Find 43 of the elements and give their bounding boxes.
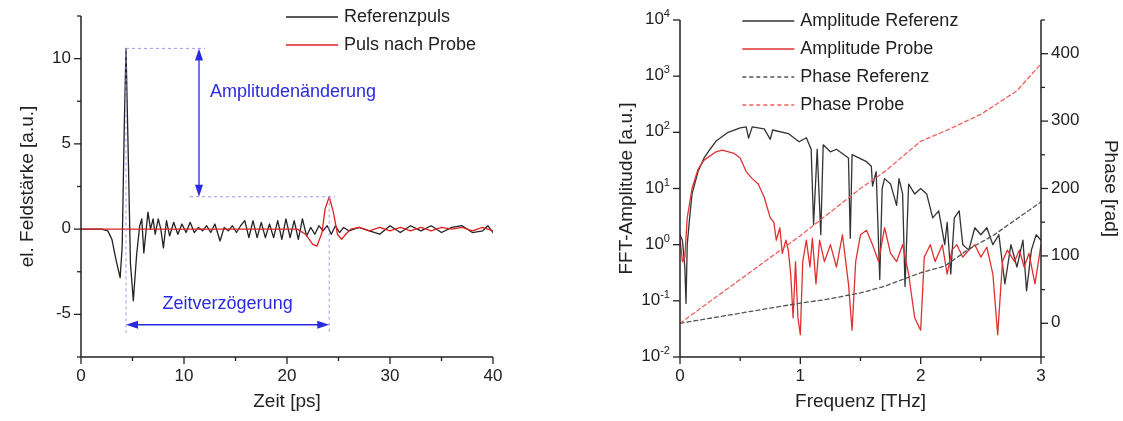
annotation: Zeitverzögerung [162, 293, 293, 314]
x-tick-label: 10 [174, 366, 194, 385]
line-series [680, 63, 1041, 324]
y-tick-label: 10$^{0}$ [644, 231, 670, 254]
x-tick-label: 0 [675, 366, 685, 385]
x-tick-label: 30 [380, 366, 400, 385]
x-tick-label: 20 [277, 366, 297, 385]
y-axis-title: FFT-Amplitude [a.u.] [615, 102, 636, 275]
y2-tick-label: 0 [1051, 312, 1061, 332]
legend-label: Amplitude Referenz [800, 9, 959, 30]
line-series [680, 201, 1041, 324]
x-tick-label: 2 [915, 366, 926, 385]
legend-label: Puls nach Probe [344, 33, 477, 54]
y-axis-title: el. Feldstärke [a.u.] [16, 105, 37, 268]
x-tick-label: 40 [483, 366, 503, 385]
x-axis-title: Frequenz [THz] [795, 390, 926, 411]
y-tick-label: 10$^{-2}$ [641, 343, 670, 366]
line-series [81, 196, 493, 247]
x-tick-label: 0 [76, 366, 86, 385]
line-series [680, 126, 1041, 305]
y-tick-label: 10$^{-1}$ [641, 287, 670, 310]
legend-label: Amplitude Probe [800, 37, 934, 58]
y-tick-label: 10$^{1}$ [644, 175, 670, 197]
x-axis-title: Zeit [ps] [253, 390, 321, 411]
y2-tick-label: 300 [1051, 110, 1080, 130]
y-tick-label: -5 [55, 303, 71, 323]
y-tick-label: 10$^{3}$ [644, 63, 670, 85]
y-tick-label: 0 [61, 218, 71, 238]
legend-label: Phase Referenz [800, 65, 930, 86]
y2-axis-title: Phase [rad] [1101, 139, 1122, 238]
y-tick-label: 10$^{2}$ [644, 119, 670, 141]
y-tick-label: 5 [61, 133, 71, 153]
y2-tick-label: 400 [1051, 43, 1080, 63]
x-tick-label: 1 [795, 366, 806, 385]
annotation: Amplitudenänderung [210, 81, 377, 102]
legend-label: Referenzpuls [344, 5, 451, 26]
x-tick-label: 3 [1036, 366, 1046, 385]
y-tick-label: 10 [52, 48, 71, 68]
y2-tick-label: 100 [1051, 245, 1080, 265]
line-series [680, 149, 1041, 336]
y-tick-label: 10$^{4}$ [644, 6, 670, 29]
y2-tick-label: 200 [1051, 177, 1080, 197]
legend-label: Phase Probe [800, 93, 905, 114]
